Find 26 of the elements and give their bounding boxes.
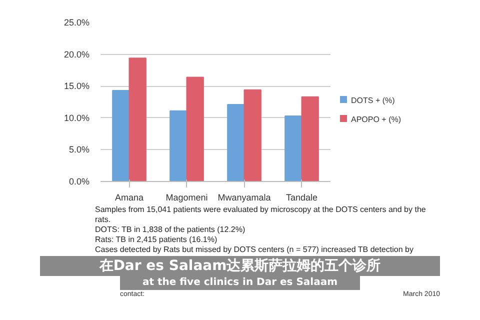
bar <box>170 110 188 182</box>
x-tick-label: Amana <box>114 192 144 202</box>
y-tick-label: 25.0% <box>64 18 90 28</box>
bar <box>244 89 262 182</box>
y-tick-label: 5.0% <box>68 144 90 155</box>
y-tick-label: 10.0% <box>64 112 90 123</box>
bar <box>227 104 245 182</box>
y-tick-label: 20.0% <box>64 49 90 60</box>
y-tick-label: 0.0% <box>68 176 90 186</box>
text: at the five clinics in Dar es Salaam <box>120 276 360 290</box>
bar <box>128 58 146 182</box>
bar <box>301 96 319 182</box>
bar <box>284 115 302 182</box>
legend-label: APOPO + (%) <box>350 114 402 126</box>
text: Cases detected by Rats but missed by DOTS centers (n = 577) increased TB detection by <box>95 245 414 255</box>
legend-label: DOTS + (%) <box>350 95 396 106</box>
text: Rats: TB in 2,415 patients (16.1%) <box>95 235 218 245</box>
text: DOTS: TB in 1,838 of the patients (12.2%) <box>95 225 246 235</box>
y-tick-label: 15.0% <box>64 81 90 92</box>
x-tick-label: Tandale <box>286 192 318 202</box>
x-tick-label: Mwanyamala <box>218 192 271 202</box>
bar <box>186 76 204 182</box>
text: 在Dar es Salaam达累斯萨拉姆的五个诊所 <box>40 256 440 276</box>
x-tick-label: Magomeni <box>166 192 208 202</box>
bar <box>112 90 130 182</box>
text: Samples from 15,041 patients were evaluated by microscopy at the DOTS centers and by the rats. <box>95 205 427 225</box>
